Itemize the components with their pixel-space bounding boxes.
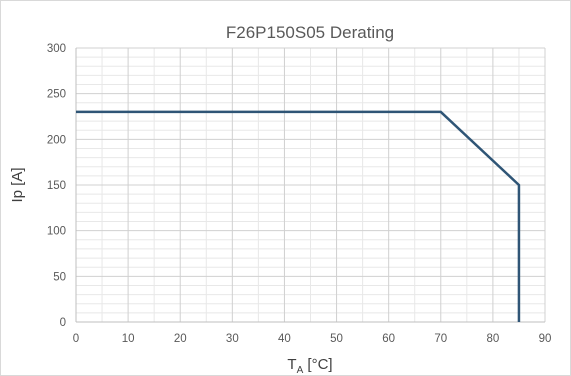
y-tick-labels: 0 50 100 150 200 250 300	[47, 43, 66, 329]
x-tick-label: 20	[174, 333, 187, 345]
y-tick-label: 250	[47, 89, 66, 101]
x-tick-label: 80	[486, 333, 499, 345]
chart-title: F26P150S05 Derating	[226, 23, 394, 42]
y-tick-label: 50	[53, 271, 66, 283]
y-tick-label: 200	[47, 134, 66, 146]
x-axis-label-subscript: A	[297, 365, 304, 376]
axes	[75, 48, 545, 323]
x-tick-label: 30	[226, 333, 239, 345]
x-tick-label: 0	[73, 333, 79, 345]
y-tick-label: 0	[60, 317, 66, 329]
x-tick-label: 90	[539, 333, 552, 345]
x-tick-label: 10	[122, 333, 135, 345]
x-axis-label-main: T	[287, 356, 296, 373]
x-axis-label: TA [°C]	[287, 356, 332, 376]
x-tick-label: 60	[382, 333, 395, 345]
y-tick-label: 100	[47, 226, 66, 238]
series-line	[76, 110, 521, 322]
series-layer	[76, 110, 521, 322]
x-tick-labels: 0 10 20 30 40 50 60 70 80 90	[73, 333, 552, 345]
y-axis-label: Ip [A]	[9, 167, 26, 202]
y-tick-label: 150	[47, 180, 66, 192]
x-tick-label: 70	[434, 333, 447, 345]
x-tick-label: 40	[278, 333, 291, 345]
y-tick-label: 300	[47, 43, 66, 55]
x-tick-label: 50	[330, 333, 343, 345]
x-axis-label-unit: [°C]	[303, 356, 332, 373]
